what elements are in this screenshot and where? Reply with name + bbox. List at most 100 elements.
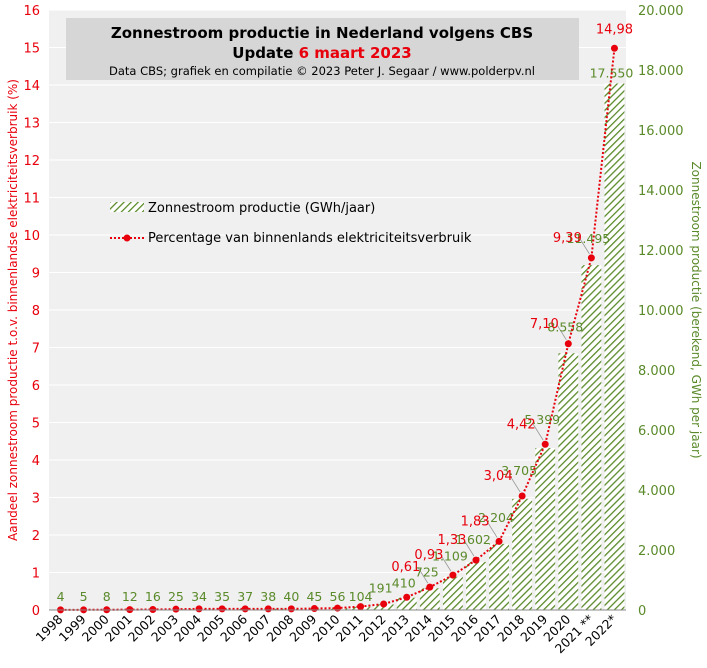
production-bar <box>558 353 579 610</box>
left-axis-title: Aandeel zonnestroom productie t.o.v. bin… <box>6 79 20 541</box>
share-point <box>426 583 434 591</box>
line-value-label: 0,61 <box>391 560 420 575</box>
bar-value-label: 16 <box>145 589 161 604</box>
chart-subtitle: Data CBS; grafiek en compilatie © 2023 P… <box>109 64 535 78</box>
left-tick-label: 14 <box>23 79 40 94</box>
left-tick-label: 7 <box>32 342 40 357</box>
right-tick-label: 18.000 <box>638 64 684 79</box>
left-tick-label: 12 <box>23 154 40 169</box>
right-tick-label: 10.000 <box>638 304 684 319</box>
share-point <box>287 605 295 613</box>
title-box: Zonnestroom productie in Nederland volge… <box>66 18 579 80</box>
production-bar <box>442 576 463 610</box>
line-value-label: 4,42 <box>507 417 536 432</box>
share-point <box>172 605 180 613</box>
share-point <box>264 605 272 613</box>
update-date: 6 maart 2023 <box>299 44 412 62</box>
production-bar <box>604 83 625 610</box>
left-tick-label: 11 <box>23 192 40 207</box>
legend: Zonnestroom productie (GWh/jaar) Percent… <box>110 201 472 246</box>
left-tick-label: 3 <box>32 492 40 507</box>
bar-value-label: 12 <box>122 589 138 604</box>
share-point <box>310 605 318 612</box>
right-tick-label: 16.000 <box>638 124 684 139</box>
legend-bar-swatch <box>110 202 144 212</box>
bar-value-label: 104 <box>349 589 373 604</box>
legend-line-marker <box>123 234 131 242</box>
bar-value-label: 11.495 <box>567 231 611 246</box>
right-axis-title: Zonnestroom productie (berekend, GWh per… <box>689 161 703 458</box>
legend-bar-label: Zonnestroom productie (GWh/jaar) <box>148 201 375 216</box>
share-point <box>218 605 226 613</box>
bar-value-label: 1.109 <box>432 549 468 564</box>
x-axis-ticks: 1998199920002001200220032004200520062007… <box>33 611 620 656</box>
bar-value-label: 410 <box>392 576 416 591</box>
bar-value-label: 35 <box>214 589 230 604</box>
chart-title: Zonnestroom productie in Nederland volge… <box>111 24 533 42</box>
right-tick-label: 4.000 <box>638 484 675 499</box>
label-leader <box>417 566 429 584</box>
left-tick-label: 10 <box>23 229 40 244</box>
share-point <box>495 537 503 545</box>
left-tick-label: 4 <box>32 454 40 469</box>
bar-value-label: 725 <box>415 564 439 579</box>
update-prefix: Update <box>232 44 298 62</box>
chart-update-line: Update 6 maart 2023 <box>232 44 411 62</box>
left-tick-label: 9 <box>32 267 40 282</box>
line-value-label: 7,10 <box>530 317 559 332</box>
share-point <box>472 556 480 564</box>
left-tick-label: 2 <box>32 529 40 544</box>
production-bar <box>419 588 440 610</box>
share-point <box>587 254 595 262</box>
bar-value-label: 2.204 <box>478 510 514 525</box>
label-leader <box>532 424 544 441</box>
production-bar <box>512 498 533 610</box>
bar-value-label: 40 <box>283 589 299 604</box>
left-tick-label: 1 <box>32 567 40 582</box>
right-axis-ticks: 0 2.000 4.000 6.000 8.000 10.000 12.000 14.000 1… <box>638 4 684 619</box>
bar-value-label: 191 <box>369 580 393 595</box>
share-point <box>195 605 203 613</box>
bar-value-label: 56 <box>330 589 346 604</box>
share-point <box>380 600 388 608</box>
right-tick-label: 0 <box>638 604 646 619</box>
line-value-label: 9,39 <box>553 231 582 246</box>
left-tick-label: 16 <box>23 4 40 19</box>
bar-value-label: 5 <box>80 589 88 604</box>
bar-value-label: 1.602 <box>455 532 491 547</box>
line-value-label: 1,33 <box>438 533 467 548</box>
left-tick-label: 8 <box>32 304 40 319</box>
right-tick-label: 14.000 <box>638 184 684 199</box>
bar-value-label: 3.705 <box>501 463 537 478</box>
left-tick-label: 0 <box>32 604 40 619</box>
bar-value-label: 38 <box>260 589 276 604</box>
production-bar <box>489 543 509 610</box>
bar-value-label: 4 <box>57 589 65 604</box>
share-point <box>610 44 618 52</box>
label-leader <box>463 539 475 557</box>
bar-value-label: 25 <box>168 589 184 604</box>
label-connectors <box>417 237 590 584</box>
label-leader <box>555 323 567 340</box>
right-tick-label: 20.000 <box>638 4 684 19</box>
bar-value-label: 45 <box>306 589 322 604</box>
share-point <box>241 605 249 613</box>
left-tick-label: 13 <box>23 117 40 132</box>
production-bar <box>466 561 486 610</box>
right-tick-label: 12.000 <box>638 244 684 259</box>
production-bar <box>535 448 556 610</box>
line-labels: 0,610,931,33 1,83 3,04 4,42 7,10 9,39 14,98 <box>391 22 633 575</box>
left-tick-label: 15 <box>23 42 40 57</box>
right-tick-label: 6.000 <box>638 424 675 439</box>
share-point <box>518 492 526 500</box>
right-tick-label: 2.000 <box>638 544 675 559</box>
bar-value-label: 8 <box>103 589 111 604</box>
production-bar <box>581 265 602 610</box>
line-value-label: 14,98 <box>596 22 633 37</box>
share-point <box>149 605 157 613</box>
production-bar <box>396 597 417 610</box>
share-point <box>541 440 549 448</box>
